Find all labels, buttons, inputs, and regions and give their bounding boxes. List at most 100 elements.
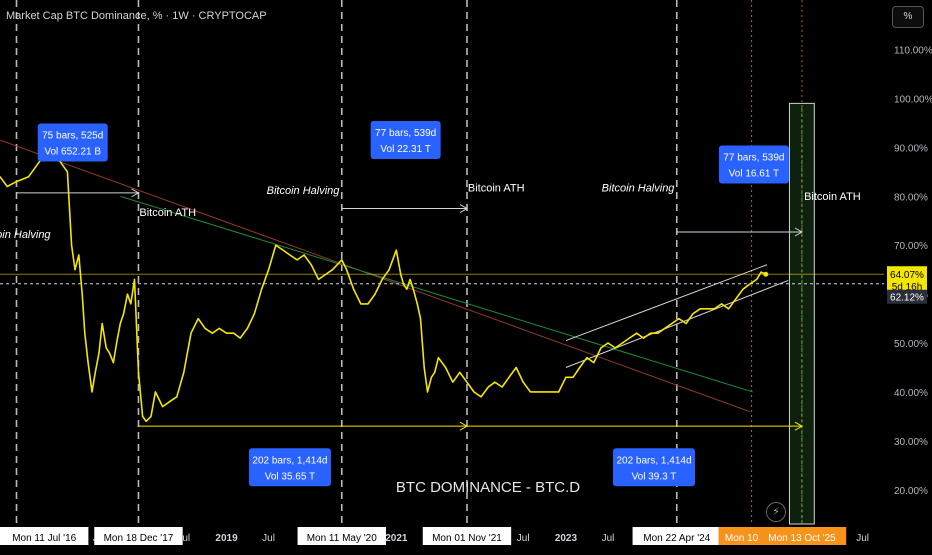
measure-box-0	[37, 123, 108, 162]
data-point-94	[565, 376, 567, 378]
x-tick-label-3: 2019	[215, 533, 238, 544]
data-point-89	[529, 391, 532, 393]
price-countdown-label: 5d 16h	[892, 282, 923, 293]
annotation-label-2: Bitcoin Halving	[267, 185, 341, 197]
x-tick-label-8: 2023	[555, 533, 578, 544]
data-point-18	[108, 352, 111, 354]
data-point-14	[94, 371, 96, 373]
data-point-83	[487, 386, 489, 388]
date-marker-label-5: Mon 10 Mar	[725, 533, 779, 544]
data-point-106	[650, 332, 652, 334]
y-tick-label-7: 40.00%	[894, 388, 928, 399]
data-point-88	[522, 381, 524, 383]
data-point-55	[331, 269, 334, 271]
data-point-7	[70, 244, 73, 246]
data-point-92	[551, 391, 553, 393]
data-point-80	[466, 381, 468, 383]
y-tick-label-4: 70.00%	[894, 241, 928, 252]
trend-line-0	[0, 139, 750, 412]
current-price-label: 64.07%	[890, 270, 924, 281]
data-point-104	[635, 332, 638, 334]
measure-volume-label-1: Vol 22.31 T	[380, 144, 430, 155]
data-point-9	[78, 254, 80, 256]
data-point-98	[593, 361, 595, 364]
data-point-29	[150, 415, 152, 417]
range-arrow-head-1	[459, 204, 468, 213]
data-point-116	[721, 303, 723, 305]
percent-scale-button[interactable]: %	[892, 6, 924, 28]
data-point-8	[74, 269, 76, 271]
data-point-101	[614, 347, 616, 349]
data-point-62	[381, 278, 383, 281]
data-point-45	[260, 288, 263, 290]
data-point-19	[112, 361, 114, 364]
date-marker-label-0: Mon 11 Jul '16	[12, 533, 76, 544]
measure-box-3	[248, 448, 331, 487]
data-point-57	[346, 269, 348, 271]
data-point-81	[473, 391, 475, 393]
measure-box-2	[718, 145, 789, 184]
data-point-59	[360, 303, 362, 305]
date-marker-label-4: Mon 22 Apr '24	[643, 533, 710, 544]
y-tick-label-2: 90.00%	[894, 143, 928, 154]
data-point-61	[374, 293, 376, 295]
data-point-82	[480, 396, 482, 398]
data-point-72	[423, 366, 425, 369]
data-point-102	[621, 342, 624, 344]
data-point-1	[6, 185, 8, 188]
data-point-73	[426, 391, 429, 393]
data-point-31	[162, 406, 164, 408]
data-point-51	[303, 254, 305, 256]
data-point-33	[176, 396, 178, 398]
date-marker-tag-1	[94, 527, 183, 545]
data-point-119	[742, 288, 744, 290]
trend-line-1	[120, 195, 753, 393]
data-point-28	[145, 420, 147, 422]
date-marker-label-1: Mon 18 Dec '17	[104, 533, 174, 544]
chart-title: Market Cap BTC Dominance, % · 1W · CRYPT…	[6, 10, 267, 22]
data-point-43	[246, 327, 249, 329]
data-point-114	[706, 308, 709, 310]
data-point-84	[494, 381, 496, 383]
data-point-93	[558, 391, 560, 393]
range-arrow-head-4	[794, 421, 803, 431]
data-point-66	[402, 283, 405, 285]
date-marker-tag-0	[0, 527, 89, 545]
data-point-65	[400, 273, 402, 276]
data-point-22	[122, 313, 125, 315]
data-point-99	[600, 347, 602, 349]
y-tick-label-0: 110.00%	[894, 46, 932, 57]
data-point-42	[239, 337, 241, 339]
data-point-71	[419, 317, 422, 320]
data-point-16	[101, 322, 103, 325]
data-point-105	[642, 337, 645, 339]
annotation-label-5: Bitcoin ATH	[804, 191, 861, 203]
data-point-64	[395, 249, 397, 251]
data-point-13	[91, 391, 93, 393]
data-point-39	[218, 327, 220, 329]
date-marker-tag-6	[757, 527, 847, 545]
measure-range-label-3: 202 bars, 1,414d	[252, 455, 327, 466]
data-point-121	[756, 278, 758, 281]
data-point-21	[119, 322, 121, 325]
data-point-115	[713, 308, 716, 310]
x-tick-label-9: Jul	[602, 533, 615, 544]
range-arrow-head-2	[794, 227, 803, 237]
annotation-label-0: Bitcoin Halving	[0, 229, 51, 241]
measure-range-label-2: 77 bars, 539d	[723, 153, 784, 164]
data-point-52	[310, 264, 312, 266]
date-marker-label-2: Mon 11 May '20	[307, 533, 378, 544]
measure-box-4	[612, 448, 695, 487]
data-point-90	[537, 391, 539, 393]
data-point-100	[607, 342, 609, 344]
x-tick-label-5: 2021	[385, 533, 408, 544]
data-point-0	[0, 176, 1, 178]
data-point-109	[671, 322, 673, 325]
reference-level-label: 62.12%	[890, 293, 924, 304]
data-point-67	[406, 288, 408, 290]
lightning-icon[interactable]: ⚡	[766, 502, 786, 522]
data-point-91	[543, 391, 546, 393]
data-point-68	[409, 278, 411, 281]
